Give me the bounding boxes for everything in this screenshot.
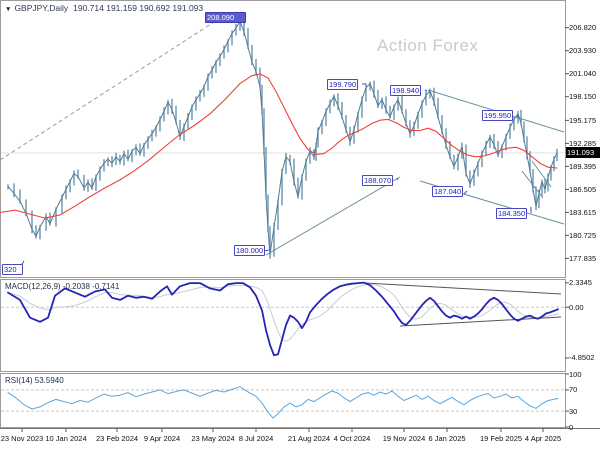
macd-axis-label: -4.8502 xyxy=(569,353,595,363)
x-axis-label: 4 Apr 2025 xyxy=(524,434,562,443)
x-axis-label: 19 Nov 2024 xyxy=(382,434,426,443)
rsi-axis-label: 100 xyxy=(569,369,582,379)
rsi-axis-label: 30 xyxy=(569,406,578,416)
price-flag-187.040[interactable]: 187.040 xyxy=(432,186,464,197)
price-flag-198.940[interactable]: 198.940 xyxy=(390,85,422,96)
macd-axis-label: 0.00 xyxy=(569,302,584,312)
rsi-axis-label: 0 xyxy=(569,422,574,432)
price-axis-label: 206.820 xyxy=(569,23,597,33)
x-axis-label: 9 Apr 2024 xyxy=(143,434,181,443)
price-flag-320[interactable]: 320 xyxy=(2,264,23,275)
price-axis-label: 198.150 xyxy=(569,92,597,102)
x-axis-label: 4 Oct 2024 xyxy=(333,434,371,443)
price-axis-label: 186.505 xyxy=(569,184,597,194)
ohlc-values: 190.714 191.159 190.692 191.093 xyxy=(73,3,204,13)
x-axis-label: 8 Jul 2024 xyxy=(238,434,274,443)
x-axis-label: 23 May 2024 xyxy=(191,434,235,443)
rsi-axis-label: 70 xyxy=(569,385,578,395)
watermark: Action Forex xyxy=(377,36,479,55)
x-axis-label: 19 Feb 2025 xyxy=(479,434,523,443)
price-flag-184.350[interactable]: 184.350 xyxy=(496,208,528,219)
rsi-indicator-label: RSI(14) 53.5940 xyxy=(5,376,64,385)
chart-title: ▼ GBPJPY,Daily 190.714 191.159 190.692 191… xyxy=(5,3,203,13)
price-flag-199.790[interactable]: 199.790 xyxy=(327,79,359,90)
macd-axis-label: 2.3345 xyxy=(569,278,592,288)
macd-indicator-label: MACD(12,26,9) -0.2038 -0.7141 xyxy=(5,282,120,291)
chevron-down-icon[interactable]: ▼ xyxy=(5,6,12,13)
symbol-period-label: GBPJPY,Daily xyxy=(14,3,69,13)
price-axis-label: 203.930 xyxy=(569,46,597,56)
price-flag-188.070[interactable]: 188.070 xyxy=(362,175,394,186)
price-axis-label: 192.285 xyxy=(569,138,597,148)
price-axis-label: 177.835 xyxy=(569,253,597,263)
price-axis-label: 201.040 xyxy=(569,69,597,79)
x-axis-label: 10 Jan 2024 xyxy=(45,434,87,443)
x-axis-label: 23 Nov 2023 xyxy=(0,434,44,443)
price-axis-label: 183.615 xyxy=(569,207,597,217)
x-axis-label: 21 Aug 2024 xyxy=(287,434,331,443)
price-flag-195.950[interactable]: 195.950 xyxy=(482,110,514,121)
price-axis-label: 195.175 xyxy=(569,115,597,125)
price-axis-label: 180.725 xyxy=(569,230,597,240)
price-flag-208.090[interactable]: 208.090 xyxy=(205,12,246,23)
x-axis-label: 6 Jan 2025 xyxy=(428,434,466,443)
x-axis-label: 23 Feb 2024 xyxy=(95,434,139,443)
current-price-tag: 191.093 xyxy=(566,147,600,159)
price-flag-180.000[interactable]: 180.000 xyxy=(234,245,266,256)
price-axis-label: 189.395 xyxy=(569,161,597,171)
